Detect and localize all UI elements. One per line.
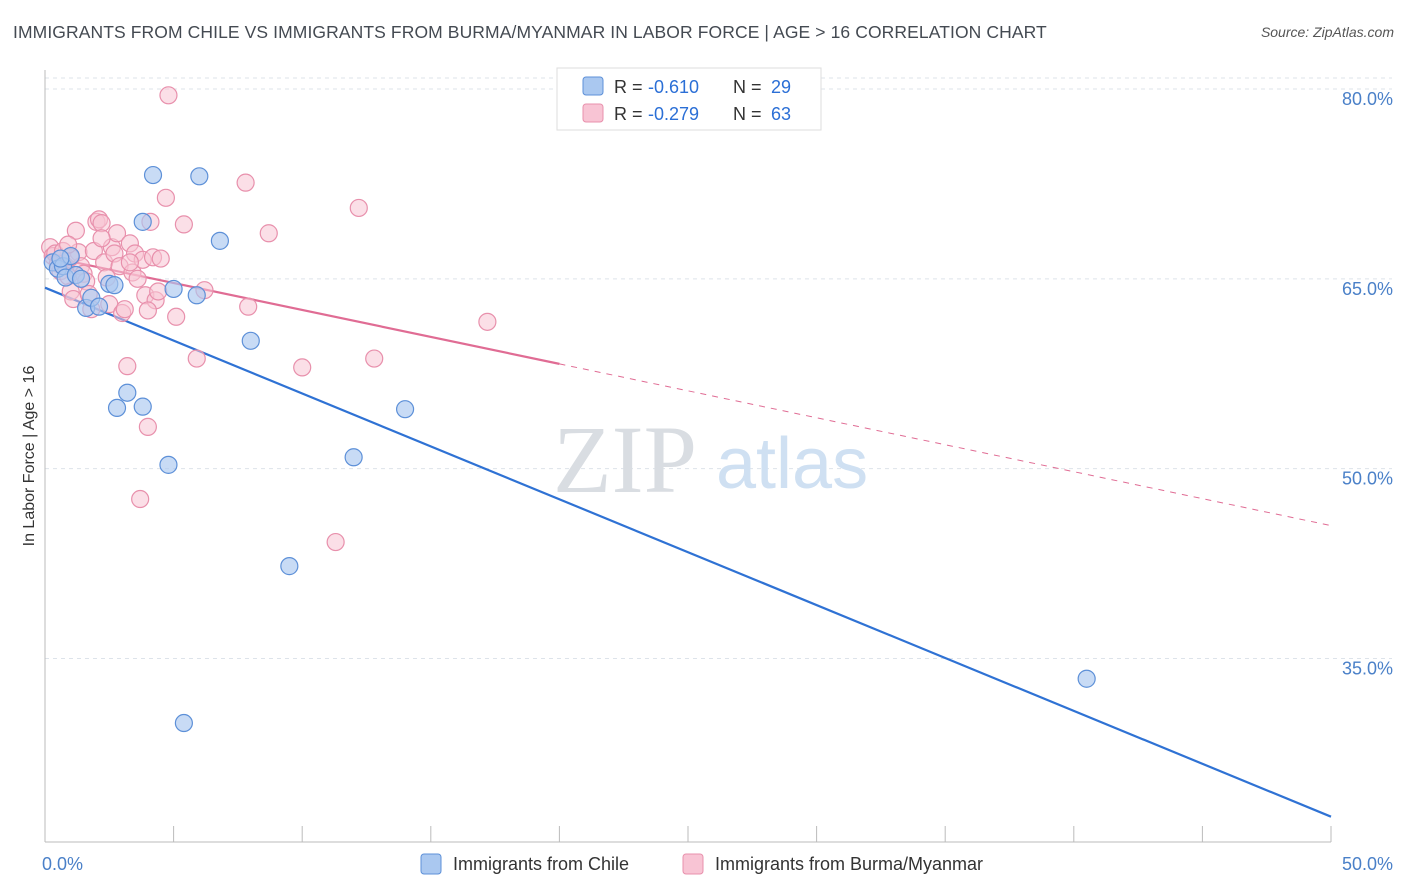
chart-title: IMMIGRANTS FROM CHILE VS IMMIGRANTS FROM… (13, 22, 1047, 42)
point-burma (138, 301, 157, 320)
bottom-legend-swatch-burma (682, 853, 704, 875)
point-burma (326, 532, 345, 552)
x-tick-label: 50.0% (1342, 854, 1393, 874)
legend-r-label: R = (614, 77, 643, 97)
point-burma (149, 282, 168, 301)
trend-line-chile (44, 286, 1332, 818)
point-burma (293, 358, 312, 377)
y-tick-label: 80.0% (1342, 89, 1393, 109)
bottom-legend: Immigrants from Chile Immigrants from Bu… (420, 853, 983, 875)
point-chile (133, 397, 152, 416)
point-chile (118, 383, 137, 402)
point-burma (128, 269, 147, 288)
point-chile (159, 455, 178, 474)
point-burma (187, 349, 206, 368)
source-label: Source: ZipAtlas.com (1260, 24, 1394, 40)
point-chile (133, 212, 152, 231)
point-burma (151, 249, 170, 268)
x-axis-ticks (44, 826, 1332, 842)
point-burma (478, 312, 497, 331)
point-chile (51, 249, 70, 268)
point-chile (187, 286, 206, 305)
bottom-legend-swatch-chile (420, 853, 442, 875)
point-burma (167, 307, 186, 326)
point-chile (164, 279, 183, 299)
legend-r-label: R = (614, 104, 643, 124)
bottom-legend-label-burma: Immigrants from Burma/Myanmar (715, 854, 983, 874)
watermark: ZIP atlas (553, 406, 868, 513)
point-chile (143, 165, 163, 185)
legend-swatch-burma (582, 103, 604, 123)
point-chile (241, 331, 260, 350)
trend-lines (44, 254, 1332, 818)
legend-n-value-chile: 29 (771, 77, 791, 97)
legend-r-value-chile: -0.610 (648, 77, 699, 97)
point-chile (210, 231, 229, 250)
point-burma (349, 198, 368, 218)
point-burma (239, 297, 258, 316)
legend: R = -0.610 N = 29 R = -0.279 N = 63 (556, 67, 822, 131)
point-burma (365, 349, 384, 368)
point-burma (159, 86, 178, 105)
y-tick-labels: 35.0% 50.0% 65.0% 80.0% (1342, 89, 1393, 679)
point-chile (395, 400, 415, 419)
point-burma (174, 215, 193, 234)
legend-n-label: N = (733, 77, 762, 97)
point-burma (259, 224, 278, 243)
point-chile (280, 557, 299, 576)
point-burma (92, 229, 111, 248)
point-burma (115, 300, 134, 319)
point-burma (92, 214, 111, 233)
gridlines (45, 77, 1392, 659)
point-chile (1077, 669, 1096, 688)
point-burma (156, 188, 175, 207)
watermark-atlas: atlas (716, 424, 868, 504)
point-chile (89, 297, 109, 316)
point-burma (66, 221, 85, 240)
y-tick-label: 65.0% (1342, 279, 1393, 299)
x-tick-labels: 0.0% 50.0% (42, 854, 1393, 874)
y-tick-label: 50.0% (1342, 469, 1393, 489)
legend-n-value-burma: 63 (771, 104, 791, 124)
x-tick-label: 0.0% (42, 854, 83, 874)
bottom-legend-label-chile: Immigrants from Chile (453, 854, 629, 874)
point-chile (174, 713, 193, 733)
point-burma (131, 489, 150, 509)
data-points (41, 86, 1096, 733)
point-chile (344, 448, 363, 467)
point-chile (105, 276, 124, 295)
legend-swatch-chile (582, 76, 604, 96)
legend-n-label: N = (733, 104, 762, 124)
point-burma (118, 357, 137, 376)
point-chile (71, 269, 91, 288)
point-burma (120, 253, 139, 272)
point-chile (190, 167, 209, 186)
point-burma (236, 173, 255, 192)
legend-r-value-burma: -0.279 (648, 104, 699, 124)
y-axis-title: In Labor Force | Age > 16 (21, 366, 38, 547)
watermark-zip: ZIP (553, 406, 697, 513)
y-tick-label: 35.0% (1342, 658, 1393, 678)
point-chile (107, 398, 127, 418)
point-burma (138, 417, 157, 436)
